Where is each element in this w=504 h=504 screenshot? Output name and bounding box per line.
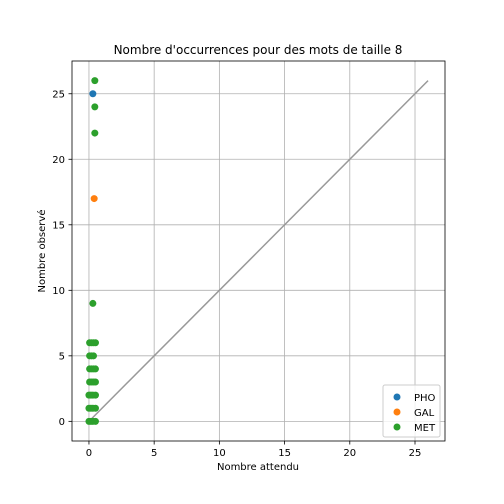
data-point-met — [91, 365, 99, 373]
data-point-met — [91, 339, 99, 347]
y-axis-ticks: 0 5 10 15 20 25 — [52, 89, 72, 428]
y-tick-label: 5 — [59, 351, 65, 362]
data-point-met — [91, 77, 99, 85]
legend-label-gal: GAL — [414, 408, 435, 419]
legend-marker-gal — [393, 408, 401, 416]
data-point-met — [91, 404, 99, 412]
legend-marker-pho — [393, 393, 401, 401]
data-points — [85, 77, 99, 425]
y-tick-label: 20 — [52, 155, 65, 166]
reference-line — [88, 80, 429, 422]
data-point-met — [89, 299, 97, 307]
x-tick-label: 20 — [343, 448, 356, 459]
data-point-met — [91, 417, 99, 425]
x-axis-ticks: 0 5 10 15 20 25 — [86, 441, 422, 459]
data-point-met — [91, 378, 99, 386]
x-tick-label: 25 — [409, 448, 422, 459]
x-tick-label: 5 — [151, 448, 157, 459]
grid — [72, 61, 445, 441]
x-axis-label: Nombre attendu — [217, 462, 299, 473]
legend-marker-met — [393, 423, 401, 431]
legend-label-pho: PHO — [414, 393, 436, 404]
chart-title: Nombre d'occurrences pour des mots de ta… — [114, 43, 403, 57]
legend-label-met: MET — [414, 423, 436, 434]
reference-line-layer — [88, 80, 429, 422]
y-tick-label: 10 — [52, 286, 65, 297]
y-axis-label: Nombre observé — [36, 210, 48, 293]
x-tick-label: 15 — [278, 448, 291, 459]
data-point-met — [91, 129, 99, 137]
data-point-pho — [89, 90, 97, 98]
data-point-gal — [90, 195, 98, 203]
x-tick-label: 10 — [213, 448, 226, 459]
x-tick-label: 0 — [86, 448, 92, 459]
plot-area-frame — [71, 60, 446, 442]
y-tick-label: 0 — [59, 417, 65, 428]
y-tick-label: 25 — [52, 89, 65, 100]
data-point-met — [91, 391, 99, 399]
legend: PHO GAL MET — [382, 384, 441, 438]
data-point-met — [91, 103, 99, 111]
data-point-met — [90, 352, 98, 360]
y-tick-label: 15 — [52, 220, 65, 231]
